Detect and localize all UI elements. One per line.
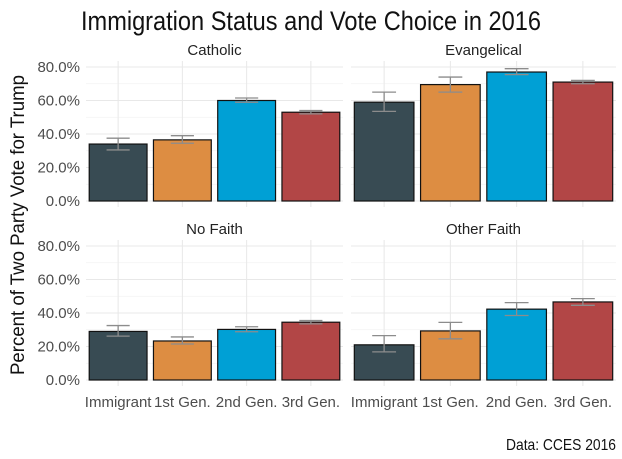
y-tick-label: 60.0% (37, 272, 80, 289)
bar-no-faith-0 (88, 330, 148, 381)
y-tick-label: 20.0% (37, 160, 80, 177)
facet-panels: Catholic 0.0% 20.0% 40.0% 60.0% 80.0% Evangeli… (37, 42, 616, 411)
bar-other-faith-2 (486, 308, 548, 381)
chart-title: Immigration Status and Vote Choice in 20… (81, 6, 541, 36)
facet-title: Other Faith (446, 221, 521, 238)
bar-evangelical-0 (353, 101, 415, 202)
bar-catholic-2 (217, 99, 277, 202)
y-tick-label: 80.0% (37, 238, 80, 255)
x-tick-label: 1st Gen. (422, 394, 479, 411)
bar-no-faith-3 (281, 321, 341, 381)
bar-catholic-1 (152, 139, 212, 202)
bar-other-faith-3 (552, 301, 614, 381)
bar-evangelical-3 (552, 81, 614, 202)
y-tick-label: 20.0% (37, 339, 80, 356)
bar-catholic-0 (88, 143, 148, 202)
facet-title: Catholic (187, 42, 242, 59)
bar-no-faith-2 (217, 328, 277, 381)
x-tick-label: Immigrant (85, 394, 153, 411)
y-tick-label: 80.0% (37, 59, 80, 76)
bar-evangelical-2 (486, 71, 548, 202)
y-axis-label: Percent of Two Party Vote for Trump (8, 75, 29, 375)
y-tick-label: 0.0% (46, 193, 80, 210)
y-tick-label: 0.0% (46, 372, 80, 389)
facet-title: Evangelical (445, 42, 522, 59)
y-tick-label: 40.0% (37, 305, 80, 322)
x-tick-label: Immigrant (351, 394, 419, 411)
bar-evangelical-1 (419, 83, 481, 202)
y-tick-label: 40.0% (37, 126, 80, 143)
chart-caption: Data: CCES 2016 (506, 437, 616, 454)
x-tick-label: 1st Gen. (154, 394, 211, 411)
x-tick-label: 3rd Gen. (282, 394, 340, 411)
facet-title: No Faith (186, 221, 243, 238)
y-tick-label: 60.0% (37, 93, 80, 110)
x-tick-label: 3rd Gen. (554, 394, 612, 411)
bar-catholic-3 (281, 111, 341, 202)
bar-no-faith-1 (152, 340, 212, 381)
x-tick-label: 2nd Gen. (486, 394, 548, 411)
x-tick-label: 2nd Gen. (216, 394, 278, 411)
